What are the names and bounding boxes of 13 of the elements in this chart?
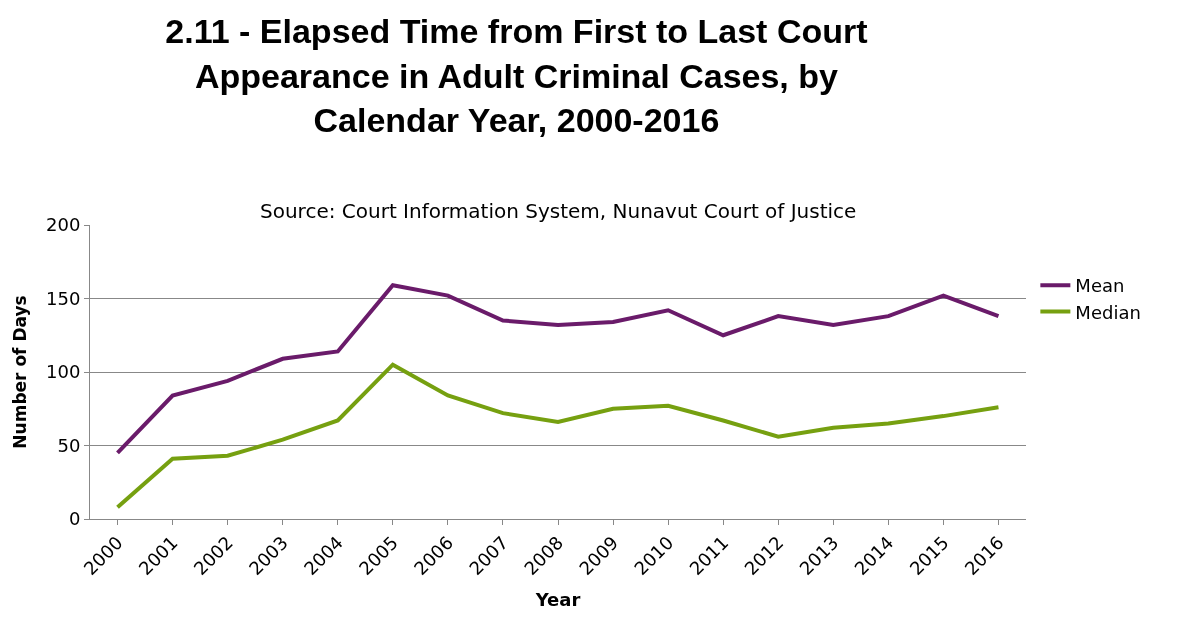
source-note: Source: Court Information System, Nunavut Court of Justice	[260, 199, 857, 223]
y-axis-title: Number of Days	[9, 295, 30, 449]
y-tick-label: 200	[46, 214, 81, 236]
y-tick-label: 0	[68, 508, 81, 530]
legend-label: Mean	[1075, 275, 1125, 297]
y-tick-label: 50	[57, 434, 81, 456]
x-axis-title: Year	[534, 589, 581, 611]
y-tick-label: 150	[46, 287, 81, 309]
line-series	[115, 283, 1001, 455]
chart-title: 2.11 - Elapsed Time from First to Last Court Appearance in Adult Criminal Cases, by Calendar Year, 2000-2016	[165, 12, 868, 139]
y-tick-label: 100	[46, 361, 81, 383]
legend-label: Median	[1075, 301, 1141, 323]
line-series	[115, 362, 1001, 510]
